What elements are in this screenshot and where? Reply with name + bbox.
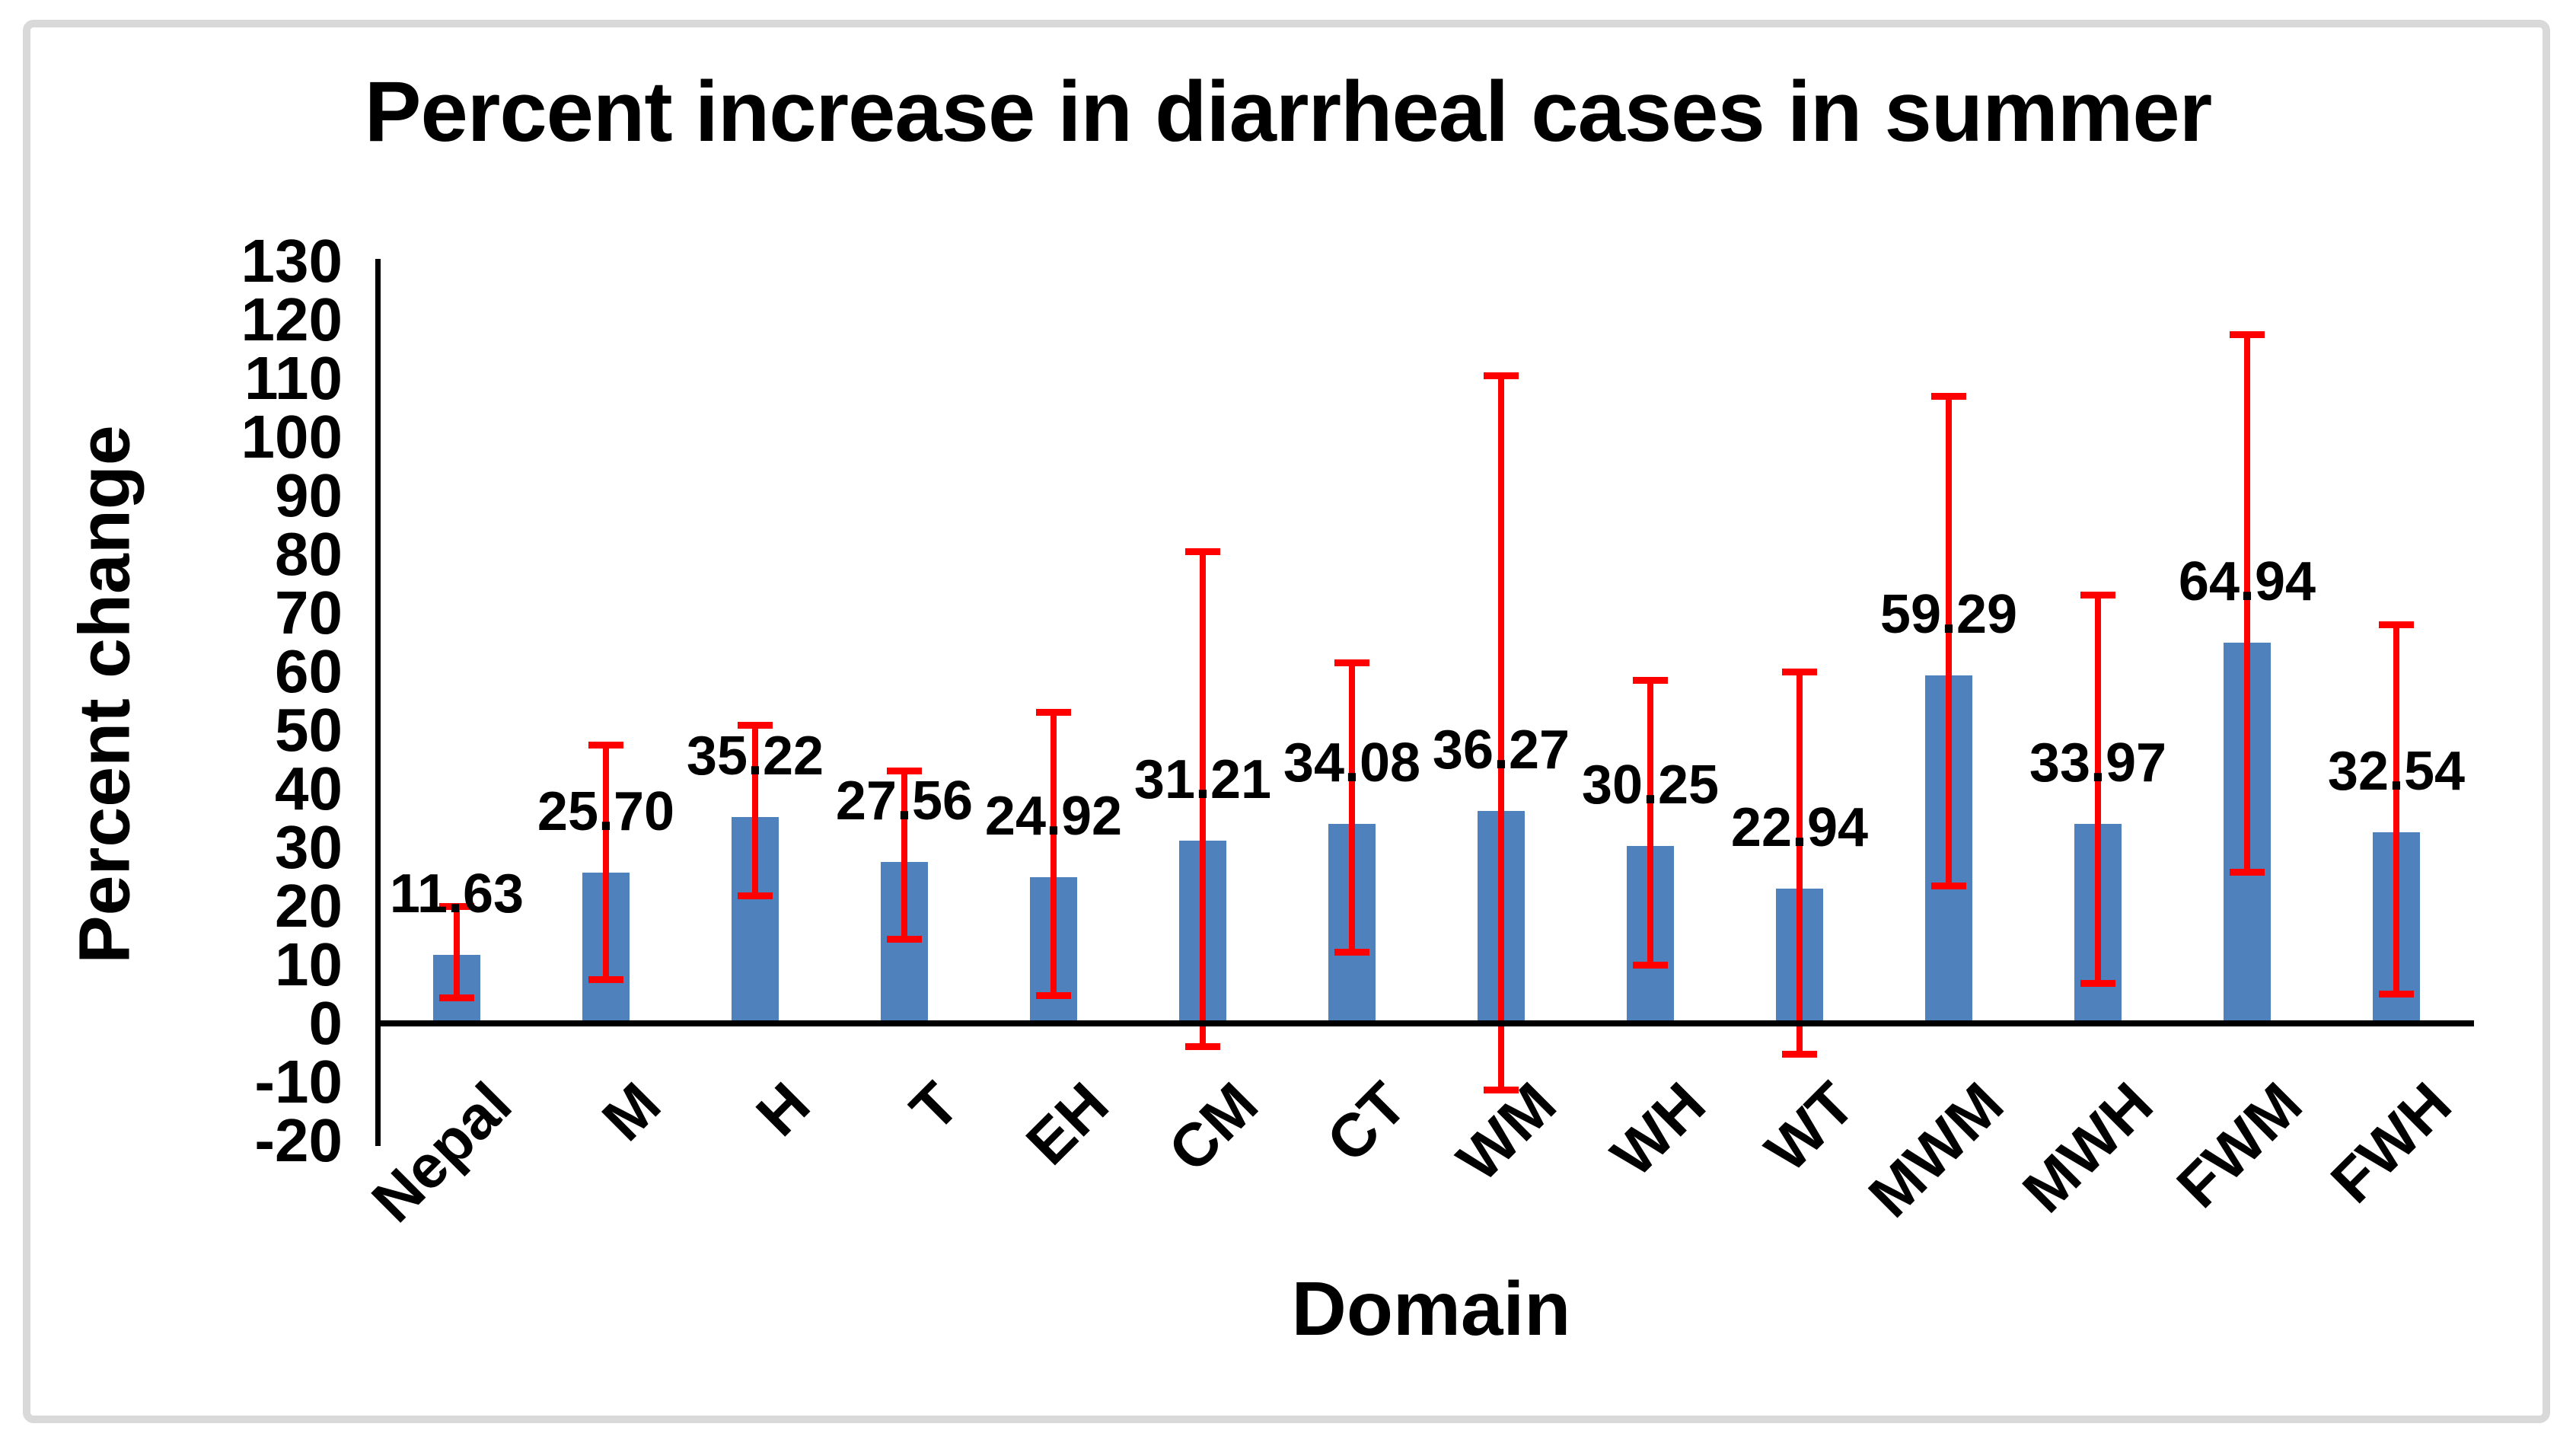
y-tick-label: 30 [275,813,343,881]
value-label: 36.27 [1432,719,1570,780]
error-bar-cap-top [738,722,773,729]
category-label: CT [1314,1069,1420,1176]
chart-frame [23,20,2550,1423]
category-label: MWH [2010,1069,2166,1226]
error-bar-cap-top [439,902,474,910]
error-bar-line [603,745,609,980]
value-label: 31.21 [1133,749,1272,810]
y-tick-label: -20 [254,1106,343,1174]
y-tick-label: 60 [275,637,343,705]
error-bar-line [1946,396,1952,886]
error-bar-cap-bottom [2379,991,2414,998]
error-bar-cap-top [2379,621,2414,628]
y-tick-label: 100 [241,403,343,471]
error-bar-line [901,771,907,940]
value-label: 25.70 [537,781,675,843]
category-label: CM [1155,1069,1270,1185]
category-label: Nepal [359,1069,524,1235]
category-label: T [897,1069,972,1144]
error-bar-line [1797,672,1803,1055]
y-tick-label: 40 [275,755,343,822]
error-bar-cap-top [1931,392,1966,400]
x-axis-line [375,1020,2474,1026]
x-axis-title: Domain [1291,1266,1571,1352]
y-tick-label: 70 [275,579,343,646]
error-bar-cap-top [588,741,623,749]
y-axis-line [375,259,381,1146]
error-bar-cap-top [1185,547,1220,555]
error-bar-cap-top [1782,668,1817,675]
error-bar-cap-bottom [738,892,773,899]
error-bar-cap-top [1036,709,1071,717]
value-label: 24.92 [984,786,1123,847]
y-tick-label: -10 [254,1048,343,1116]
value-label: 22.94 [1730,797,1869,859]
y-tick-label: 110 [244,344,343,412]
value-label: 64.94 [2178,551,2316,612]
value-label: 32.54 [2327,741,2466,803]
error-bar-line [1200,551,1206,1047]
error-bar-cap-bottom [887,935,922,943]
value-label: 11.63 [389,863,524,925]
chart-title: Percent increase in diarrheal cases in s… [364,64,2213,159]
error-bar-line [1498,375,1504,1090]
value-label: 27.56 [835,770,974,832]
category-label: M [589,1069,674,1154]
error-bar-cap-bottom [2080,980,2115,988]
error-bar-line [752,725,758,896]
error-bar-cap-bottom [439,994,474,1002]
error-bar-cap-bottom [1036,991,1071,999]
error-bar-cap-bottom [1484,1086,1519,1093]
category-label: WT [1752,1069,1867,1185]
error-bar-cap-top [1484,372,1519,379]
error-bar-line [1647,680,1653,966]
error-bar-line [1349,662,1355,953]
category-label: EH [1013,1069,1121,1178]
y-tick-label: 10 [275,930,343,998]
error-bar-line [2095,595,2101,984]
category-label: WM [1444,1069,1569,1195]
error-bar-cap-bottom [1931,882,1966,889]
error-bar-cap-bottom [1185,1043,1220,1051]
error-bar-cap-bottom [1633,962,1668,969]
category-label: WH [1598,1069,1718,1189]
error-bar-cap-top [2080,592,2115,599]
error-bar-cap-top [887,768,922,775]
error-bar-cap-top [1633,677,1668,685]
category-label: H [743,1069,823,1149]
error-bar-cap-top [1334,659,1369,666]
y-tick-label: 130 [241,227,343,295]
value-label: 33.97 [2029,733,2167,794]
error-bar-cap-bottom [588,975,623,983]
error-bar-line [1050,712,1057,996]
category-label: FWM [2163,1069,2315,1221]
y-tick-label: 50 [275,696,343,764]
value-label: 34.08 [1283,732,1421,793]
y-tick-label: 80 [275,520,343,588]
y-tick-label: 120 [241,286,343,353]
error-bar-cap-bottom [1782,1050,1817,1058]
value-label: 30.25 [1581,755,1720,816]
category-label: MWM [1856,1069,2016,1231]
y-tick-label: 90 [275,461,343,529]
error-bar-cap-top [2230,330,2265,338]
y-tick-label: 20 [275,872,343,940]
category-label: FWH [2317,1069,2464,1216]
error-bar-cap-bottom [2230,868,2265,876]
value-label: 35.22 [686,725,824,787]
error-bar-line [454,906,460,998]
error-bar-line [2244,334,2250,873]
y-tick-label: 0 [308,989,343,1057]
error-bar-line [2393,624,2399,994]
error-bar-cap-bottom [1334,949,1369,956]
value-label: 59.29 [1879,584,2018,646]
